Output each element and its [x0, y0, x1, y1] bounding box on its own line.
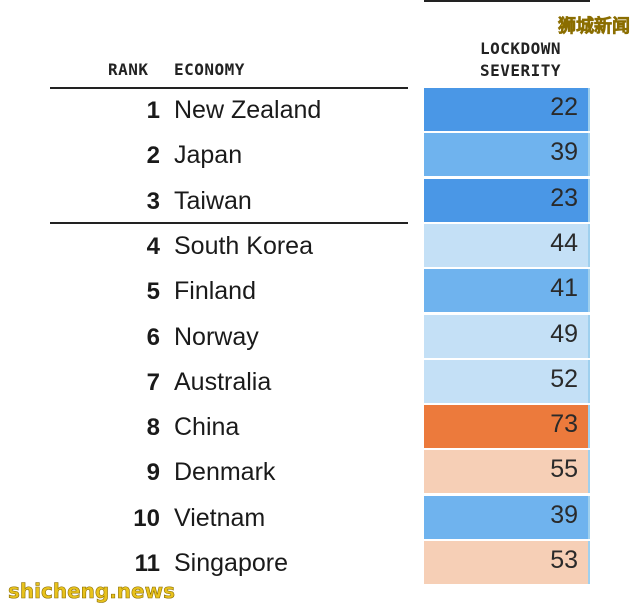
header-severity-line1: LOCKDOWN	[480, 39, 562, 58]
severity-value: 73	[550, 410, 578, 439]
economy-cell: Singapore	[174, 549, 288, 577]
economy-cell: Japan	[174, 141, 243, 170]
rank-cell: 11	[134, 550, 160, 577]
header-severity-line2: SEVERITY	[480, 61, 562, 80]
severity-cell: 22	[424, 88, 590, 131]
severity-value: 44	[550, 228, 578, 257]
severity-cell: 39	[424, 133, 590, 177]
rank-cell: 6	[146, 323, 160, 351]
header-rank: RANK	[108, 60, 149, 79]
economy-cell: China	[174, 413, 240, 442]
severity-cell: 73	[424, 405, 590, 449]
table-row: 5 Finland 41	[0, 269, 640, 314]
rank-cell: 4	[146, 232, 160, 260]
header-lockdown-severity: LOCKDOWN SEVERITY	[480, 38, 561, 82]
rank-cell: 8	[146, 414, 160, 442]
economy-cell: Vietnam	[174, 503, 266, 532]
severity-cell: 23	[424, 178, 590, 222]
table-row: 11 Singapore 53	[0, 541, 640, 586]
top3-divider	[50, 222, 408, 224]
rank-cell: 1	[146, 97, 160, 124]
table-row: 2 Japan 39	[0, 133, 640, 178]
rank-cell: 5	[146, 278, 160, 306]
table-row: 1 New Zealand 22	[0, 88, 640, 133]
table-row: 8 China 73	[0, 405, 640, 450]
severity-value: 22	[550, 93, 578, 121]
severity-cell: 39	[424, 495, 590, 539]
table-row: 9 Denmark 55	[0, 450, 640, 495]
table-row: 10 Vietnam 39	[0, 495, 640, 541]
severity-value: 39	[550, 138, 578, 167]
severity-cell: 53	[424, 541, 590, 584]
table-row: 7 Australia 52	[0, 359, 640, 405]
economy-cell: New Zealand	[174, 96, 322, 124]
table-row: 6 Norway 49	[0, 314, 640, 360]
watermark-top: 狮城新闻	[558, 16, 631, 38]
rank-cell: 7	[146, 368, 160, 396]
severity-cell: 44	[424, 223, 590, 267]
table-row: 4 South Korea 44	[0, 223, 640, 269]
severity-value: 52	[550, 364, 578, 393]
rank-cell: 10	[133, 504, 160, 532]
severity-value: 23	[550, 183, 578, 212]
economy-cell: Finland	[174, 277, 256, 306]
severity-value: 49	[550, 319, 578, 348]
top-rule	[424, 0, 590, 2]
rank-cell: 2	[146, 142, 160, 170]
severity-cell: 55	[424, 450, 590, 494]
severity-cell: 52	[424, 359, 590, 403]
table-row: 3 Taiwan 23	[0, 178, 640, 224]
severity-value: 39	[550, 500, 578, 529]
severity-value: 53	[550, 546, 578, 574]
rank-cell: 9	[146, 459, 160, 487]
severity-cell: 41	[424, 269, 590, 313]
header-economy: ECONOMY	[174, 60, 245, 79]
economy-cell: Denmark	[174, 458, 276, 487]
economy-cell: South Korea	[174, 231, 313, 260]
header-divider	[50, 87, 408, 89]
watermark-bottom: shicheng.news	[8, 579, 176, 604]
economy-cell: Taiwan	[174, 186, 252, 215]
severity-value: 41	[550, 274, 578, 303]
rank-cell: 3	[146, 187, 160, 215]
severity-cell: 49	[424, 314, 590, 358]
severity-value: 55	[550, 455, 578, 484]
economy-cell: Norway	[174, 322, 259, 351]
economy-cell: Australia	[174, 367, 272, 396]
